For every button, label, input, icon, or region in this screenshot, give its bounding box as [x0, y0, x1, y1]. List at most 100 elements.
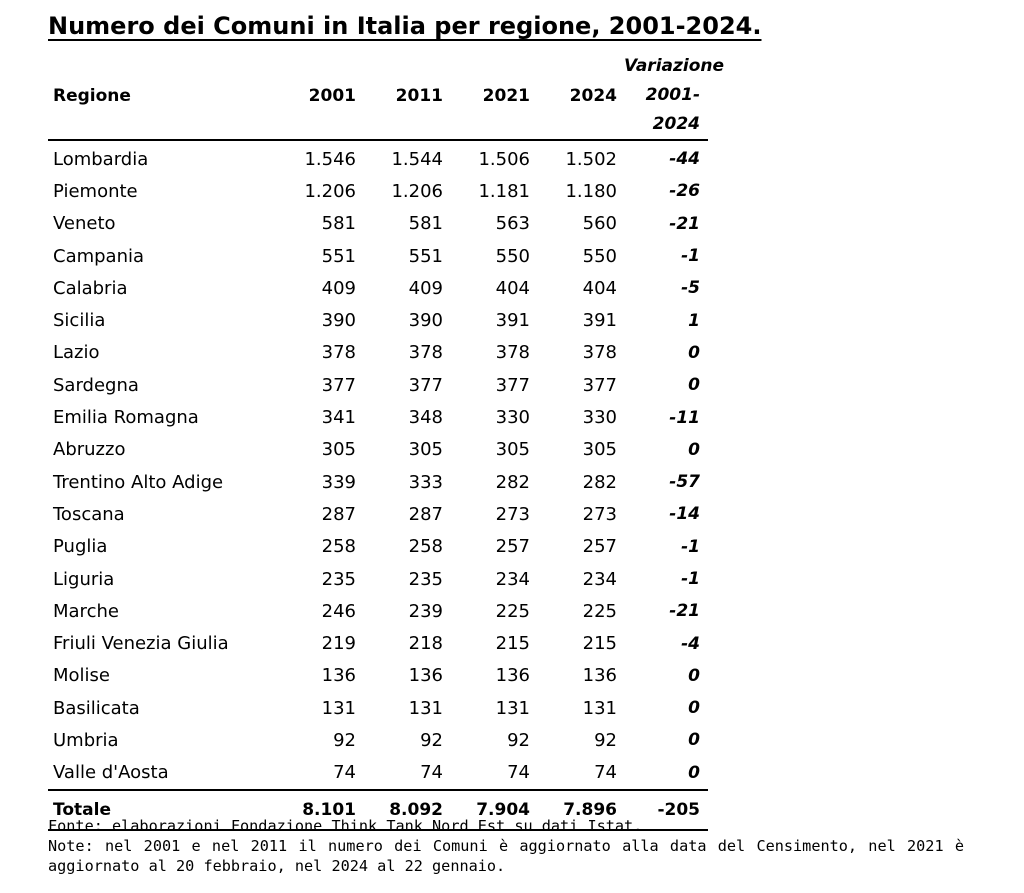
header-variazione-line2: 2001-2024: [645, 85, 700, 134]
header-2021: 2021: [482, 85, 530, 106]
table-notes: Fonte: elaborazioni Fondazione Think Tan…: [48, 816, 964, 876]
cell-regione: Lazio: [53, 342, 100, 364]
cell-2011: 235: [408, 568, 443, 590]
cell-2024: 560: [582, 213, 617, 235]
cell-2021: 234: [495, 568, 530, 590]
table-row: Puglia 258 258 257 257 -1: [48, 531, 708, 563]
cell-regione: Abruzzo: [53, 439, 126, 461]
cell-regione: Toscana: [53, 503, 125, 525]
header-2011: 2011: [395, 85, 443, 106]
cell-variazione: -44: [669, 149, 700, 170]
cell-2021: 1.506: [478, 148, 530, 170]
cell-2001: 581: [321, 213, 356, 235]
cell-variazione: -5: [681, 278, 700, 299]
cell-2024: 225: [582, 600, 617, 622]
cell-variazione: 0: [688, 698, 700, 719]
cell-variazione: 0: [688, 439, 700, 460]
table-row: Sardegna 377 377 377 377 0: [48, 369, 708, 401]
cell-2024: 1.180: [565, 180, 617, 202]
cell-regione: Liguria: [53, 568, 115, 590]
cell-2024: 92: [594, 729, 617, 751]
cell-variazione: 1: [688, 310, 700, 331]
cell-variazione: -11: [669, 407, 700, 428]
cell-regione: Campania: [53, 245, 145, 267]
table-row: Lazio 378 378 378 378 0: [48, 337, 708, 369]
cell-regione: Umbria: [53, 729, 119, 751]
cell-variazione: 0: [688, 762, 700, 783]
cell-variazione: 0: [688, 342, 700, 363]
note-line-2: aggiornato al 20 febbraio, nel 2024 al 2…: [48, 857, 506, 875]
cell-2024: 215: [582, 633, 617, 655]
cell-2021: 257: [495, 536, 530, 558]
cell-2011: 131: [408, 697, 443, 719]
table-row: Abruzzo 305 305 305 305 0: [48, 434, 708, 466]
cell-regione: Veneto: [53, 213, 116, 235]
cell-2011: 136: [408, 665, 443, 687]
cell-variazione: -21: [669, 601, 700, 622]
cell-variazione: -26: [669, 181, 700, 202]
table-row: Umbria 92 92 92 92 0: [48, 724, 708, 756]
cell-2021: 273: [495, 503, 530, 525]
cell-variazione: -57: [669, 472, 700, 493]
cell-variazione: -1: [681, 569, 700, 589]
cell-2001: 390: [321, 310, 356, 332]
cell-regione: Basilicata: [53, 697, 140, 719]
table-row: Veneto 581 581 563 560 -21: [48, 208, 708, 240]
cell-2024: 257: [582, 536, 617, 558]
cell-2021: 225: [495, 600, 530, 622]
cell-2024: 74: [594, 762, 617, 784]
table-row: Valle d'Aosta 74 74 74 74 0: [48, 757, 708, 790]
cell-2021: 404: [495, 277, 530, 299]
page-title: Numero dei Comuni in Italia per regione,…: [48, 12, 762, 40]
table-total-row: Totale 8.101 8.092 7.904 7.896 -205: [48, 789, 708, 830]
cell-2021: 378: [495, 342, 530, 364]
cell-2024: 234: [582, 568, 617, 590]
cell-2011: 74: [420, 762, 443, 784]
cell-2021: 330: [495, 407, 530, 429]
table-header-row: Regione 2001 2011 2021 2024 Variazione 2…: [48, 52, 724, 140]
regions-table: Regione 2001 2011 2021 2024 Variazione 2…: [48, 52, 724, 831]
cell-2024: 1.502: [565, 148, 617, 170]
cell-2001: 219: [321, 633, 356, 655]
cell-2011: 92: [420, 729, 443, 751]
cell-2024: 282: [582, 471, 617, 493]
cell-2001: 74: [333, 762, 356, 784]
cell-2001: 92: [333, 729, 356, 751]
cell-2001: 1.546: [304, 148, 356, 170]
table-row: Lombardia 1.546 1.544 1.506 1.502 -44: [48, 140, 708, 175]
cell-2001: 377: [321, 374, 356, 396]
cell-2024: 330: [582, 407, 617, 429]
cell-variazione: -21: [669, 213, 700, 234]
cell-regione: Puglia: [53, 536, 108, 558]
cell-2024: 136: [582, 665, 617, 687]
cell-regione: Emilia Romagna: [53, 407, 199, 429]
cell-regione: Piemonte: [53, 180, 138, 202]
table-row: Trentino Alto Adige 339 333 282 282 -57: [48, 466, 708, 498]
total-2021: 7.904: [476, 799, 530, 820]
cell-2011: 581: [408, 213, 443, 235]
table-row: Friuli Venezia Giulia 219 218 215 215 -4: [48, 627, 708, 659]
cell-2021: 282: [495, 471, 530, 493]
total-2011: 8.092: [389, 799, 443, 820]
cell-2011: 1.544: [391, 148, 443, 170]
cell-2021: 391: [495, 310, 530, 332]
cell-2001: 305: [321, 439, 356, 461]
cell-variazione: 0: [688, 730, 700, 751]
cell-variazione: -4: [681, 633, 700, 654]
cell-2024: 377: [582, 374, 617, 396]
header-regione: Regione: [53, 85, 131, 106]
cell-2021: 136: [495, 665, 530, 687]
table-row: Marche 246 239 225 225 -21: [48, 595, 708, 627]
header-variazione: Variazione 2001-2024: [624, 52, 724, 140]
cell-2011: 287: [408, 503, 443, 525]
cell-2001: 136: [321, 665, 356, 687]
cell-2011: 239: [408, 600, 443, 622]
regions-table-container: Regione 2001 2011 2021 2024 Variazione 2…: [48, 52, 724, 831]
cell-2001: 339: [321, 471, 356, 493]
cell-variazione: -1: [681, 246, 700, 267]
table-row: Liguria 235 235 234 234 -1: [48, 563, 708, 595]
cell-2024: 391: [582, 310, 617, 332]
cell-regione: Sicilia: [53, 310, 106, 332]
table-row: Piemonte 1.206 1.206 1.181 1.180 -26: [48, 175, 708, 207]
cell-variazione: 0: [688, 665, 700, 686]
